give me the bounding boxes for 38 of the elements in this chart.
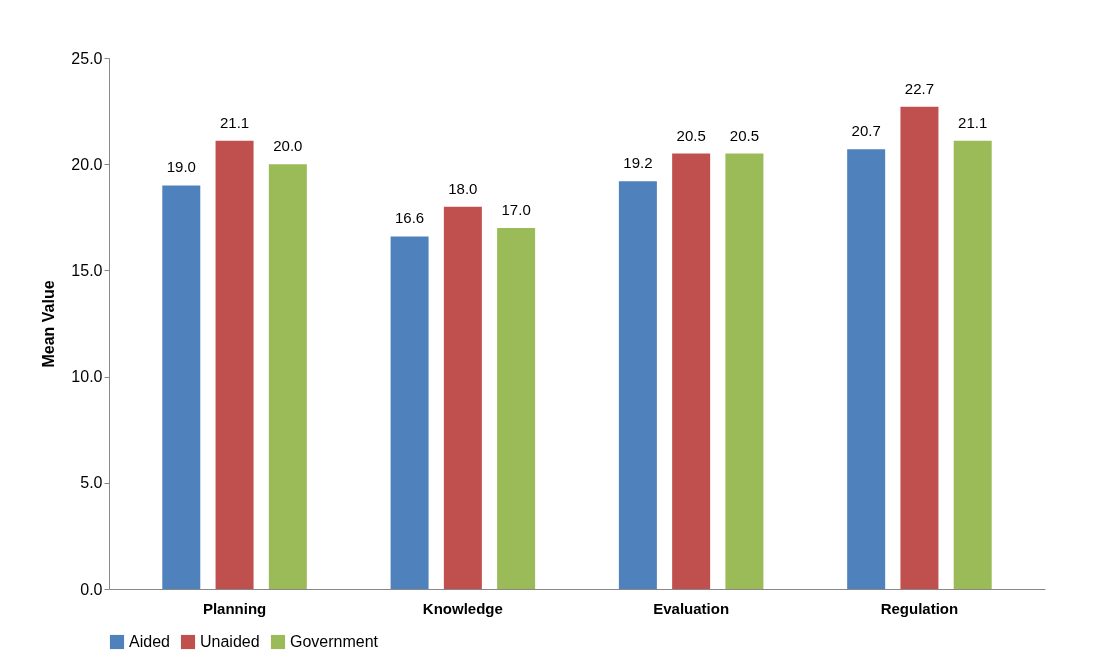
data-label: 19.2 [623, 154, 653, 172]
bar [900, 106, 939, 589]
data-label: 21.1 [219, 113, 250, 131]
legend-label: Unaided [200, 633, 260, 650]
bar [672, 153, 711, 589]
data-label: 17.0 [501, 200, 531, 218]
x-tick-label: Evaluation [653, 599, 730, 617]
bar [443, 206, 482, 589]
bar [215, 140, 254, 589]
bar [497, 227, 536, 589]
data-label: 20.5 [729, 126, 760, 144]
legend-label: Government [290, 633, 379, 650]
data-label: 22.7 [904, 79, 935, 97]
legend-label: Aided [129, 633, 170, 650]
bar [618, 181, 657, 589]
y-tick-label: 0.0 [80, 580, 103, 598]
y-tick-label: 10.0 [71, 368, 103, 386]
y-tick-label: 5.0 [80, 474, 103, 492]
y-tick-label: 15.0 [71, 261, 103, 279]
bar [953, 140, 992, 589]
data-label: 19.0 [166, 158, 196, 176]
data-label: 18.0 [448, 179, 478, 197]
y-tick-label: 20.0 [71, 155, 103, 173]
data-label: 20.0 [273, 137, 303, 155]
bar [390, 236, 429, 589]
bar [847, 149, 886, 589]
bar [268, 164, 307, 589]
x-tick-label: Regulation [880, 599, 959, 617]
data-label: 21.1 [958, 113, 988, 131]
y-axis-title: Mean Value [40, 280, 58, 368]
data-label: 20.7 [851, 122, 881, 140]
data-label: 16.6 [394, 209, 425, 227]
bar [725, 153, 764, 589]
data-label: 20.5 [676, 126, 706, 144]
x-tick-label: Knowledge [422, 599, 503, 617]
x-tick-label: Planning [202, 599, 267, 617]
y-tick-label: 25.0 [71, 49, 103, 67]
bar [162, 185, 201, 589]
